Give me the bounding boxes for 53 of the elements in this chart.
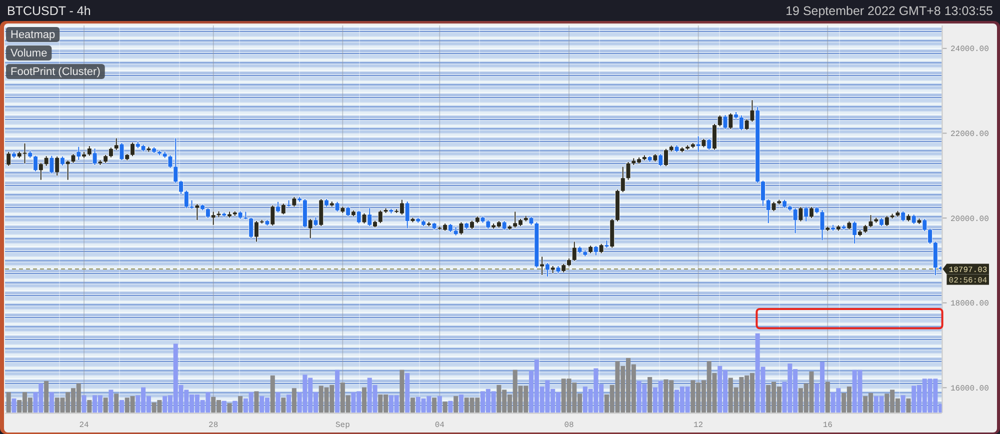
chart-subtitle: 19 September 2022 GMT+8 13:03:55 xyxy=(786,4,994,18)
bar xyxy=(82,395,86,413)
bar xyxy=(432,398,437,413)
bar xyxy=(281,398,286,413)
chart-title: BTCUSDT - 4h xyxy=(7,4,91,18)
bar xyxy=(362,387,366,413)
bar xyxy=(458,394,464,413)
bar xyxy=(448,400,453,413)
x-tick-label: 16 xyxy=(822,421,833,430)
bar xyxy=(825,382,830,413)
x-tick-label: 12 xyxy=(694,421,704,430)
x-tick-label: 08 xyxy=(564,421,574,430)
bar xyxy=(227,403,232,413)
y-tick-label: 22000.00 xyxy=(950,130,990,140)
bar xyxy=(442,402,448,413)
x-tick-label: Sep xyxy=(335,421,350,430)
bar xyxy=(49,392,54,413)
bar xyxy=(454,396,458,413)
bar xyxy=(44,380,49,413)
bar xyxy=(238,396,243,413)
bar xyxy=(232,400,238,413)
bar xyxy=(108,390,114,413)
x-tick-label: 04 xyxy=(434,421,445,430)
bar xyxy=(335,370,340,413)
bar xyxy=(648,377,652,413)
bar xyxy=(119,400,124,413)
x-tick-label: 28 xyxy=(208,421,218,430)
bar xyxy=(103,398,108,413)
y-tick-label: 18000.00 xyxy=(950,300,990,309)
bar xyxy=(292,388,296,413)
annotation: Volume xyxy=(10,48,48,60)
bar xyxy=(87,400,92,413)
bar xyxy=(270,375,275,413)
bar xyxy=(276,392,280,413)
x-tick-label: 24 xyxy=(79,421,90,430)
bar xyxy=(900,395,906,413)
bar xyxy=(222,400,226,413)
bar xyxy=(12,398,16,413)
annotation: FootPrint (Cluster) xyxy=(10,66,100,78)
annotation: Heatmap xyxy=(10,29,56,41)
y-tick-label: 20000.00 xyxy=(950,214,990,224)
bar xyxy=(254,391,259,413)
y-tick-label: 24000.00 xyxy=(950,45,990,54)
bar xyxy=(906,398,911,413)
ref-line-label: 18797.03 xyxy=(948,266,988,275)
y-tick-label: 16000.00 xyxy=(950,384,990,394)
bar xyxy=(410,398,415,413)
bar xyxy=(114,394,119,413)
bar xyxy=(437,396,442,413)
bar xyxy=(6,392,11,413)
bar xyxy=(400,370,404,413)
bar xyxy=(286,394,292,413)
bar xyxy=(405,373,410,413)
